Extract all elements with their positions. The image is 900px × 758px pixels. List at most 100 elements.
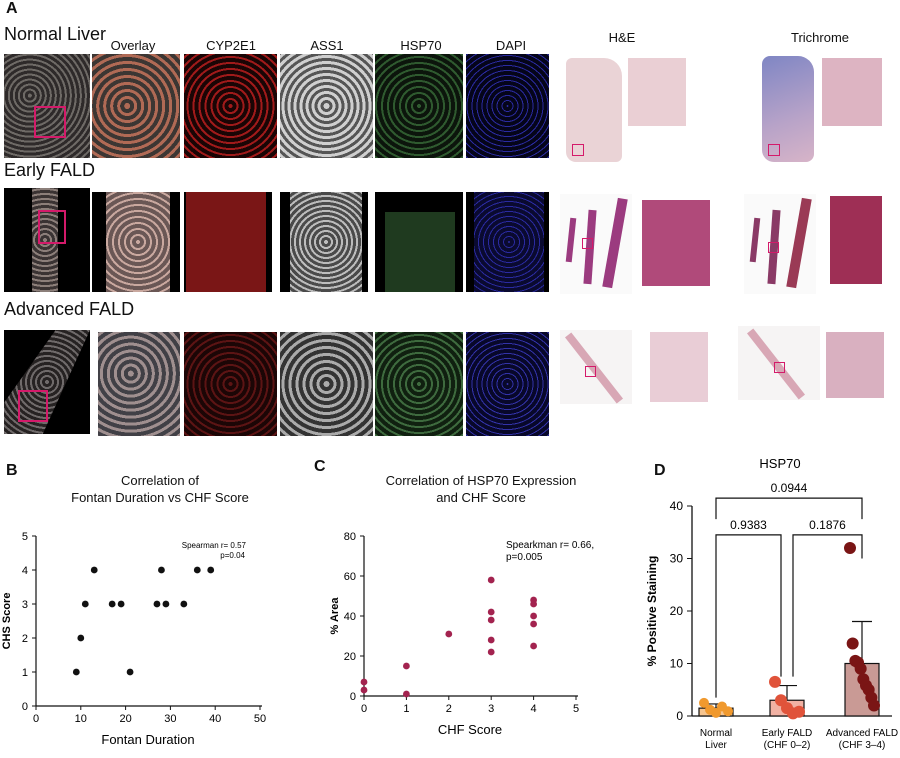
x-tick-label: 3 — [488, 703, 494, 715]
data-point — [180, 600, 188, 608]
panel-c-label: C — [314, 458, 326, 475]
y-tick-label: 0 — [350, 691, 356, 703]
normal-liver-overlay-image — [92, 54, 180, 158]
comparison-pvalue: 0.1876 — [809, 518, 846, 532]
data-point — [844, 542, 856, 554]
col-header-overlay: Overlay — [110, 38, 156, 53]
advanced-fald-ass1-image — [280, 332, 373, 436]
advanced-fald-overview-image — [4, 330, 90, 434]
x-category-label: Liver — [705, 740, 727, 751]
data-point — [846, 637, 859, 650]
data-point — [207, 566, 215, 574]
chart-c-hsp70-vs-chf: 0 1 2 3 4 5 0 20 40 60 80 CHF Score % Area Spearkman … — [329, 531, 594, 737]
normal-liver-dapi-image — [466, 54, 549, 158]
col-header-dapi: DAPI — [495, 38, 527, 53]
row-label-advanced-fald: Advanced FALD — [4, 299, 135, 319]
comparison-pvalue: 0.0944 — [771, 481, 808, 495]
y-tick-label: 4 — [22, 565, 28, 577]
early-fald-trichrome-whole-slide — [744, 194, 816, 294]
x-tick-label: 2 — [446, 703, 452, 715]
y-tick-label: 60 — [344, 571, 356, 583]
y-tick-label: 5 — [22, 531, 28, 543]
data-point — [445, 630, 453, 638]
col-header-he: H&E — [608, 30, 636, 45]
panel-a-label: A — [6, 0, 18, 17]
data-point — [530, 642, 537, 650]
x-tick-label: 10 — [75, 713, 87, 725]
col-header-hsp70: HSP70 — [400, 38, 442, 53]
data-point — [72, 668, 80, 676]
data-point — [81, 600, 89, 608]
data-point — [487, 576, 495, 584]
col-header-cyp2e1: CYP2E1 — [206, 38, 256, 53]
y-tick-label: 80 — [344, 531, 356, 543]
x-axis-label: CHF Score — [438, 722, 502, 737]
data-point — [854, 662, 867, 675]
chart-c-title: Correlation of HSP70 Expression and CHF … — [385, 473, 577, 505]
annotation-pvalue: p=0.005 — [506, 552, 543, 563]
chart-d-hsp70-bars: HSP70 0 10 20 30 40 % Positive Staining NormalL… — [645, 456, 898, 751]
early-fald-overview-image — [4, 188, 90, 292]
chart-b-fontan-vs-chf: 0 10 20 30 40 50 0 1 2 3 4 5 Fontan Duration CHS Scor… — [1, 531, 266, 747]
early-fald-he-whole-slide — [560, 194, 632, 294]
y-tick-label: 20 — [670, 604, 684, 618]
y-axis-label: CHS Score — [1, 593, 13, 650]
roi-box — [768, 144, 780, 156]
data-point — [530, 600, 537, 608]
early-fald-cyp2e1-image — [184, 192, 272, 292]
x-category-label: Early FALD — [762, 728, 813, 739]
data-point — [403, 690, 410, 698]
advanced-fald-overlay-image — [98, 332, 180, 436]
normal-liver-he-zoom — [628, 58, 686, 126]
row-label-early-fald: Early FALD — [4, 160, 96, 180]
x-tick-label: 20 — [119, 713, 131, 725]
x-category-label: (CHF 3–4) — [839, 740, 886, 751]
y-tick-label: 40 — [670, 499, 684, 513]
x-category-label: Advanced FALD — [826, 728, 898, 739]
data-point — [77, 634, 85, 642]
x-tick-label: 30 — [164, 713, 176, 725]
advanced-fald-hsp70-image — [375, 332, 463, 436]
annotation-pvalue: p=0.04 — [220, 551, 245, 560]
data-point — [530, 612, 537, 620]
y-axis-label: % Area — [329, 597, 341, 635]
advanced-fald-trichrome-whole-slide — [738, 326, 820, 400]
y-tick-label: 10 — [670, 657, 684, 671]
y-tick-label: 30 — [670, 552, 684, 566]
x-tick-label: 50 — [254, 713, 266, 725]
advanced-fald-trichrome-zoom — [826, 332, 884, 398]
y-tick-label: 0 — [22, 701, 28, 713]
roi-box — [585, 366, 596, 377]
data-point — [487, 616, 495, 624]
y-tick-label: 3 — [22, 599, 28, 611]
data-point — [108, 600, 116, 608]
y-tick-label: 2 — [22, 633, 28, 645]
data-point — [487, 608, 495, 616]
roi-box — [572, 144, 584, 156]
roi-box — [582, 238, 593, 249]
chart-b-title: Correlation of Fontan Duration vs CHF Sc… — [71, 473, 249, 505]
advanced-fald-cyp2e1-image — [184, 332, 277, 436]
advanced-fald-he-whole-slide — [560, 330, 632, 404]
data-point — [360, 678, 368, 686]
data-point — [487, 648, 495, 656]
data-point — [868, 699, 880, 712]
early-fald-hsp70-image — [375, 192, 463, 292]
x-tick-label: 5 — [573, 703, 579, 715]
normal-liver-trichrome-zoom — [822, 58, 882, 126]
y-tick-label: 1 — [22, 667, 28, 679]
early-fald-overlay-image — [92, 192, 180, 292]
data-point — [153, 600, 161, 608]
data-point — [530, 620, 537, 628]
early-fald-he-zoom — [642, 200, 710, 286]
row-label-normal-liver: Normal Liver — [4, 24, 107, 44]
y-tick-label: 0 — [676, 709, 683, 723]
comparison-pvalue: 0.9383 — [730, 518, 767, 532]
comparison-bracket — [715, 497, 863, 520]
x-category-label: (CHF 0–2) — [764, 740, 811, 751]
data-point — [126, 668, 134, 676]
data-point — [360, 686, 368, 694]
panel-b-label: B — [6, 462, 18, 479]
normal-liver-hsp70-image — [375, 54, 463, 158]
data-point — [699, 697, 709, 708]
